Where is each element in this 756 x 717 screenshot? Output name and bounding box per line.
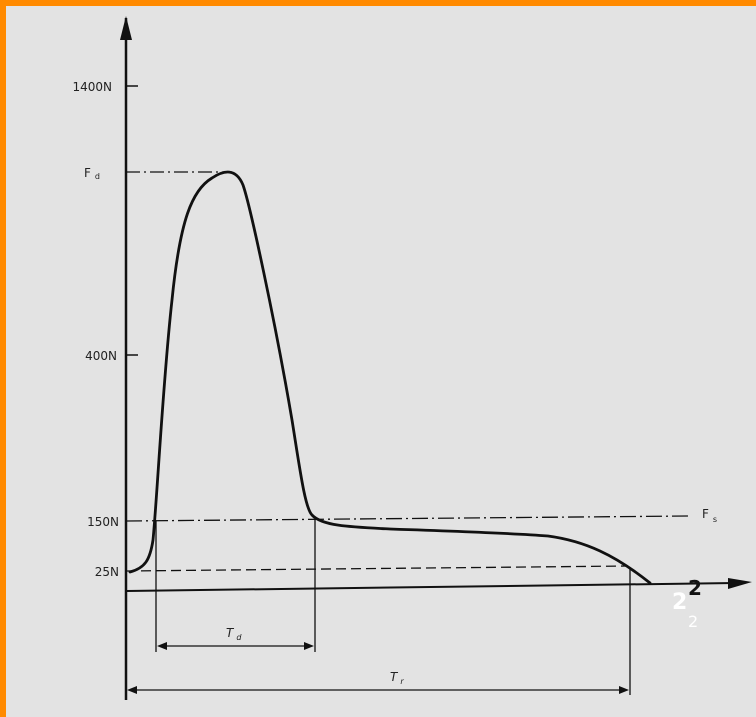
tr-arrow-right — [619, 686, 629, 694]
x-axis-arrow — [728, 578, 752, 589]
td-arrow-right — [304, 642, 314, 650]
x-axis-overlay-subscript: 2 — [688, 612, 698, 631]
tr-arrow-left — [127, 686, 137, 694]
x-axis-overlay-number: 2 — [672, 590, 687, 615]
x-axis — [125, 582, 736, 592]
label-1400n: 1400N — [72, 80, 112, 94]
label-150n: 150N — [87, 515, 119, 529]
fs-threshold-line — [125, 515, 691, 522]
force-curve — [128, 170, 652, 585]
threshold-25n-line — [125, 565, 629, 572]
x-axis-number-label: 2 — [688, 576, 702, 600]
label-25n: 25N — [95, 565, 119, 579]
y-axis-arrow — [120, 16, 132, 40]
label-400n: 400N — [85, 349, 117, 363]
td-arrow-left — [157, 642, 167, 650]
